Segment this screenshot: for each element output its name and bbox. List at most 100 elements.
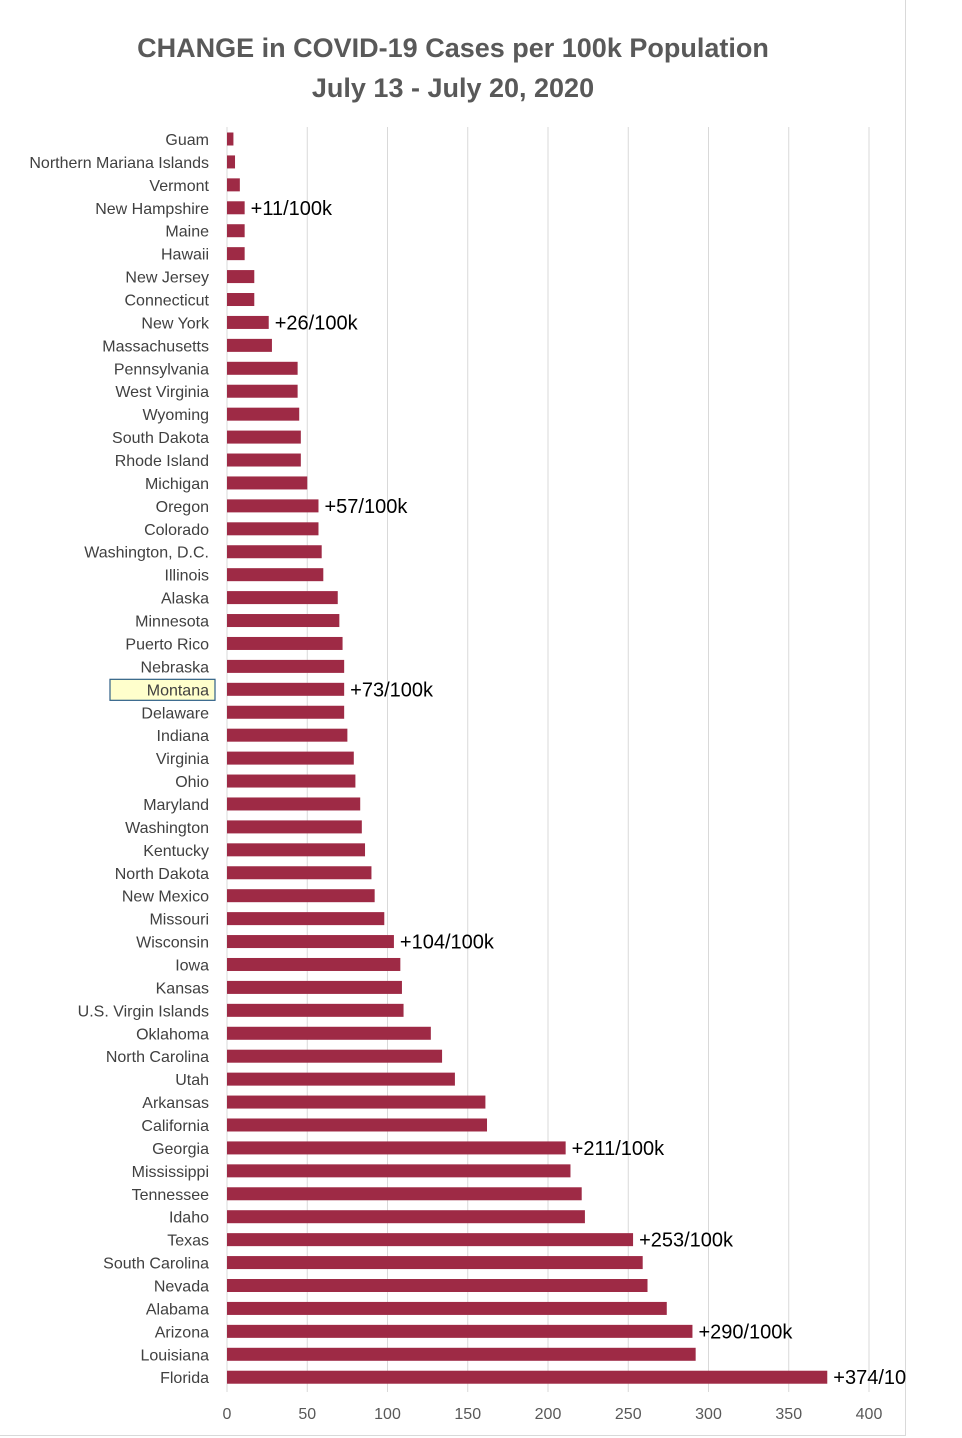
category-label: California <box>141 1118 209 1135</box>
bar <box>227 797 361 811</box>
category-label: U.S. Virgin Islands <box>78 1003 209 1020</box>
category-label: Mississippi <box>132 1164 209 1181</box>
bar <box>227 499 319 513</box>
category-label: Illinois <box>165 568 209 585</box>
bar <box>227 155 236 169</box>
bar <box>227 957 401 971</box>
category-label: Vermont <box>149 178 209 195</box>
category-label: Delaware <box>141 705 209 722</box>
category-label: Pennsylvania <box>114 361 209 378</box>
bar <box>227 545 322 559</box>
category-label: Iowa <box>175 957 209 974</box>
bar <box>227 659 345 673</box>
bar <box>227 912 385 926</box>
chart-title: CHANGE in COVID-19 Cases per 100k Popula… <box>137 33 769 63</box>
bar <box>227 1324 693 1338</box>
category-label: Wyoming <box>142 407 209 424</box>
category-label: Nebraska <box>141 659 210 676</box>
gridlines <box>226 127 870 1392</box>
x-tick-label: 250 <box>615 1406 642 1423</box>
category-label: Maryland <box>143 797 209 814</box>
x-axis-ticks: 0 50 100 150 200 250 300 350 400 <box>223 1406 883 1423</box>
bar <box>227 476 308 490</box>
category-label: Alabama <box>146 1301 209 1318</box>
category-label: Kentucky <box>143 843 209 860</box>
category-label: Wisconsin <box>136 935 209 952</box>
bar <box>227 270 255 284</box>
category-labels: Guam Northern Mariana Islands Vermont New H… <box>29 132 210 1387</box>
bar <box>227 889 375 903</box>
annotation-label: +26/100k <box>275 312 359 334</box>
bar <box>227 338 272 352</box>
category-label: New Jersey <box>125 270 209 287</box>
bar <box>227 866 372 880</box>
category-label: Texas <box>167 1233 209 1250</box>
category-label: Northern Mariana Islands <box>29 155 209 172</box>
bar <box>227 384 298 398</box>
bar-chart: Guam Northern Mariana Islands Vermont New H… <box>29 127 906 1423</box>
bar <box>227 568 324 582</box>
category-label: North Carolina <box>106 1049 209 1066</box>
bar <box>227 843 366 857</box>
bar <box>227 201 245 215</box>
bar <box>227 1072 455 1086</box>
annotation-label: +104/100k <box>400 932 495 954</box>
bar <box>227 1210 585 1224</box>
bar <box>227 636 343 650</box>
bar <box>227 247 245 261</box>
category-label: Massachusetts <box>102 338 209 355</box>
category-label: Utah <box>175 1072 209 1089</box>
bar <box>227 1233 634 1247</box>
bar <box>227 935 394 949</box>
category-label: Kansas <box>156 980 209 997</box>
bar <box>227 728 348 742</box>
category-label: Tennessee <box>132 1187 209 1204</box>
category-label: Puerto Rico <box>125 636 209 653</box>
category-label: Washington <box>125 820 209 837</box>
bar <box>227 751 354 765</box>
category-label: Washington, D.C. <box>84 545 209 562</box>
bar <box>227 1118 488 1132</box>
x-tick-label: 350 <box>775 1406 802 1423</box>
x-tick-label: 0 <box>223 1406 232 1423</box>
bar <box>227 980 402 994</box>
bar <box>227 705 345 719</box>
annotation-label: +73/100k <box>350 679 434 701</box>
bar <box>227 1141 566 1155</box>
x-tick-label: 100 <box>374 1406 401 1423</box>
bar <box>227 293 255 307</box>
bar <box>227 1370 828 1384</box>
category-label: Georgia <box>152 1141 209 1158</box>
bar <box>227 1187 582 1201</box>
annotation-label: +211/100k <box>572 1138 665 1160</box>
category-label: Guam <box>165 132 209 149</box>
bar <box>227 453 301 467</box>
highlight-box <box>109 678 216 701</box>
bar <box>227 591 338 605</box>
bar <box>227 1347 696 1361</box>
category-label: Alaska <box>161 591 209 608</box>
bar <box>227 407 300 421</box>
bar <box>227 361 298 375</box>
category-label: Virginia <box>156 751 209 768</box>
bar <box>227 1049 443 1063</box>
category-label: Oklahoma <box>136 1026 209 1043</box>
bar <box>227 1164 571 1178</box>
annotation-label: +374/100k <box>833 1367 906 1389</box>
bar <box>227 1095 486 1109</box>
category-label: New Hampshire <box>95 201 209 218</box>
category-label: South Dakota <box>112 430 209 447</box>
category-label: Colorado <box>144 522 209 539</box>
bar <box>227 614 340 628</box>
category-label: Florida <box>160 1370 209 1387</box>
x-tick-label: 200 <box>535 1406 562 1423</box>
bar <box>227 315 269 329</box>
highlight-layer <box>109 678 216 701</box>
bar <box>227 522 319 536</box>
category-label: Arizona <box>155 1324 209 1341</box>
bar <box>227 682 345 696</box>
category-label: West Virginia <box>115 384 209 401</box>
category-label: Maine <box>165 224 209 241</box>
category-label: Connecticut <box>125 293 210 310</box>
category-label: Michigan <box>145 476 209 493</box>
